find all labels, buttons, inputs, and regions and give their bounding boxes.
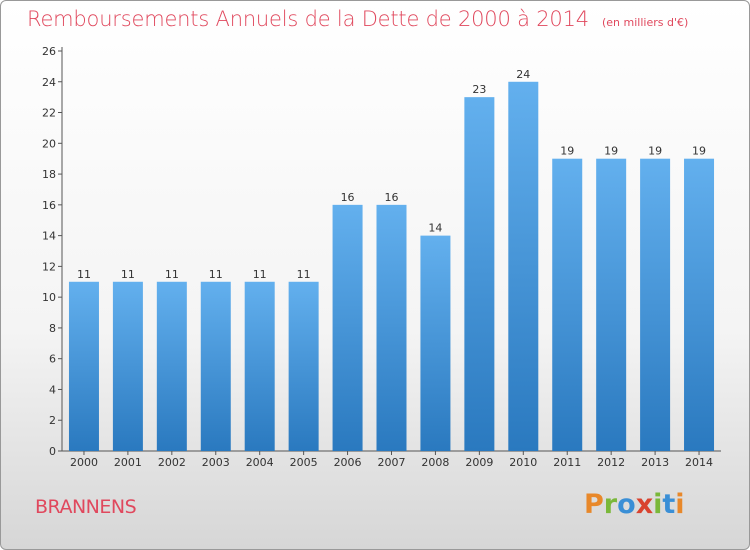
logo-letter: r [603,489,618,520]
y-tick-label: 16 [42,199,56,212]
bar [332,204,363,451]
bar [420,235,451,451]
y-tick-label: 4 [49,383,56,396]
y-tick-label: 6 [49,353,56,366]
bar [288,281,319,451]
bar-value-label: 19 [692,145,706,158]
x-tick-label: 2006 [334,456,362,469]
bar-value-label: 11 [209,268,223,281]
bar [244,281,275,451]
bar-value-label: 11 [165,268,179,281]
chart-subtitle: (en milliers d'€) [602,16,689,29]
bar-value-label: 24 [516,68,530,81]
x-tick-label: 2007 [378,456,406,469]
x-tick-label: 2010 [509,456,537,469]
y-tick-label: 26 [42,45,56,58]
chart-title-block: Remboursements Annuels de la Dette de 20… [27,7,688,31]
bar-value-label: 19 [648,145,662,158]
logo-letter: i [653,489,663,520]
bar [640,158,671,451]
proxiti-logo[interactable]: Proxiti [584,489,685,520]
x-tick-label: 2004 [246,456,274,469]
bar [112,281,143,451]
y-tick-label: 22 [42,107,56,120]
logo-letter: t [662,489,676,520]
bar-value-label: 19 [560,145,574,158]
bar [68,281,99,451]
bar [552,158,583,451]
y-tick-label: 8 [49,322,56,335]
bar-value-label: 11 [77,268,91,281]
x-tick-label: 2001 [114,456,142,469]
bar [596,158,627,451]
y-tick-label: 10 [42,291,56,304]
bar-value-label: 23 [472,83,486,96]
logo-letter: P [584,489,604,520]
y-tick-label: 20 [42,137,56,150]
y-tick-label: 12 [42,260,56,273]
x-tick-label: 2012 [597,456,625,469]
x-tick-label: 2003 [202,456,230,469]
bar [200,281,231,451]
chart-title: Remboursements Annuels de la Dette de 20… [27,7,589,31]
x-tick-label: 2002 [158,456,186,469]
bar-value-label: 11 [121,268,135,281]
x-tick-label: 2013 [641,456,669,469]
x-tick-label: 2014 [685,456,713,469]
x-tick-label: 2008 [421,456,449,469]
y-tick-label: 2 [49,414,56,427]
y-tick-label: 24 [42,76,56,89]
bar [464,97,495,452]
y-tick-label: 14 [42,230,56,243]
y-tick-label: 18 [42,168,56,181]
logo-letter: o [617,489,636,520]
bar-value-label: 11 [253,268,267,281]
bar-value-label: 16 [385,191,399,204]
logo-letter: x [635,489,654,520]
bar-value-label: 11 [297,268,311,281]
x-tick-label: 2011 [553,456,581,469]
y-tick-label: 0 [49,445,56,458]
x-tick-label: 2009 [465,456,493,469]
bar [376,204,407,451]
x-tick-label: 2005 [290,456,318,469]
commune-name: BRANNENS [35,496,137,518]
logo-letter: i [675,489,685,520]
bar [508,81,539,452]
bar [684,158,715,451]
bar-value-label: 16 [341,191,355,204]
bar-value-label: 14 [428,222,442,235]
x-tick-label: 2000 [70,456,98,469]
bar [156,281,187,451]
bar-value-label: 19 [604,145,618,158]
